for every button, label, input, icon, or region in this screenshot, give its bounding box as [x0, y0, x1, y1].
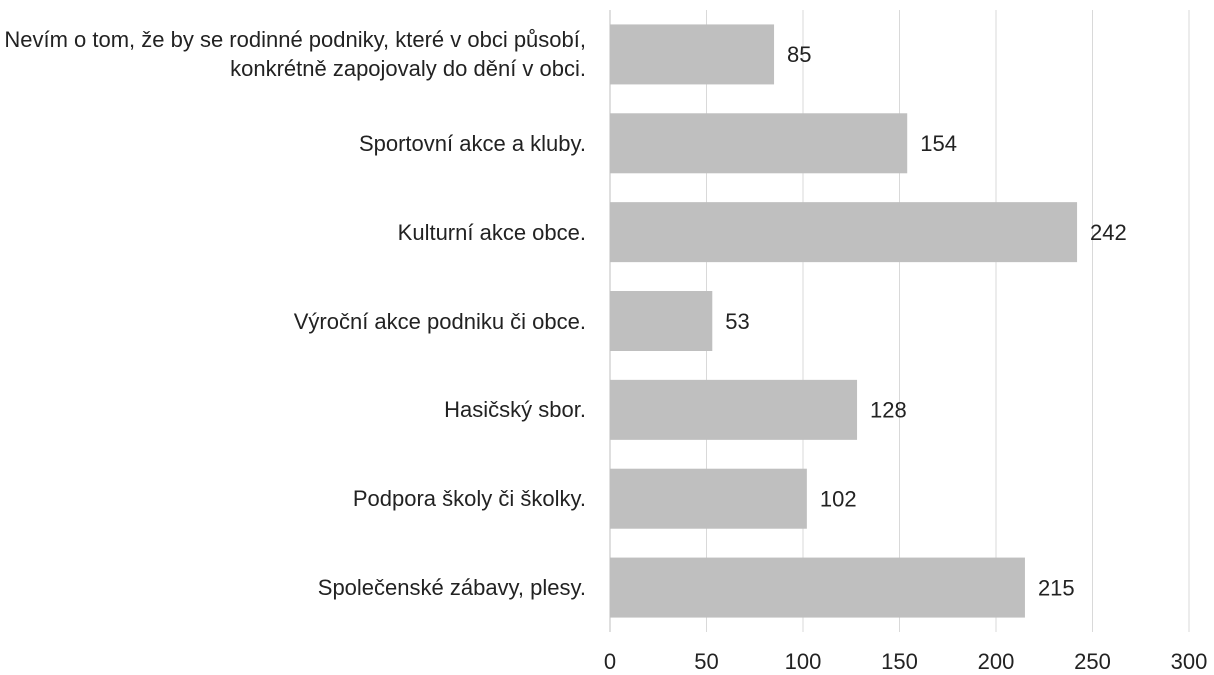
data-label: 85 [787, 42, 811, 67]
bar [610, 379, 858, 440]
data-label: 215 [1038, 575, 1075, 600]
category-label: Výroční akce podniku či obce. [293, 308, 586, 334]
bar [610, 202, 1078, 263]
category-label: Sportovní akce a kluby. [358, 130, 586, 156]
data-label: 102 [820, 487, 857, 512]
x-tick-label: 150 [881, 649, 918, 674]
x-tick-label: 100 [785, 649, 822, 674]
category-label: Nevím o tom, že by se rodinné podniky, k… [4, 27, 586, 82]
bar [610, 468, 807, 529]
x-tick-label: 50 [694, 649, 718, 674]
category-label: Kulturní akce obce. [397, 219, 586, 245]
bar [610, 291, 713, 351]
x-tick-label: 300 [1171, 649, 1208, 674]
category-label: Hasičský sbor. [444, 397, 586, 423]
x-tick-label: 0 [604, 649, 616, 674]
category-label: Společenské zábavy, plesy. [317, 575, 586, 601]
data-label: 154 [920, 131, 957, 156]
x-tick-label: 250 [1074, 649, 1111, 674]
x-tick-label: 200 [978, 649, 1015, 674]
bar [610, 557, 1025, 618]
data-label: 128 [870, 398, 907, 423]
bar [610, 113, 908, 174]
category-label: Podpora školy či školky. [352, 486, 586, 512]
bar [610, 24, 775, 85]
data-label: 242 [1090, 220, 1127, 245]
data-label: 53 [725, 309, 749, 334]
